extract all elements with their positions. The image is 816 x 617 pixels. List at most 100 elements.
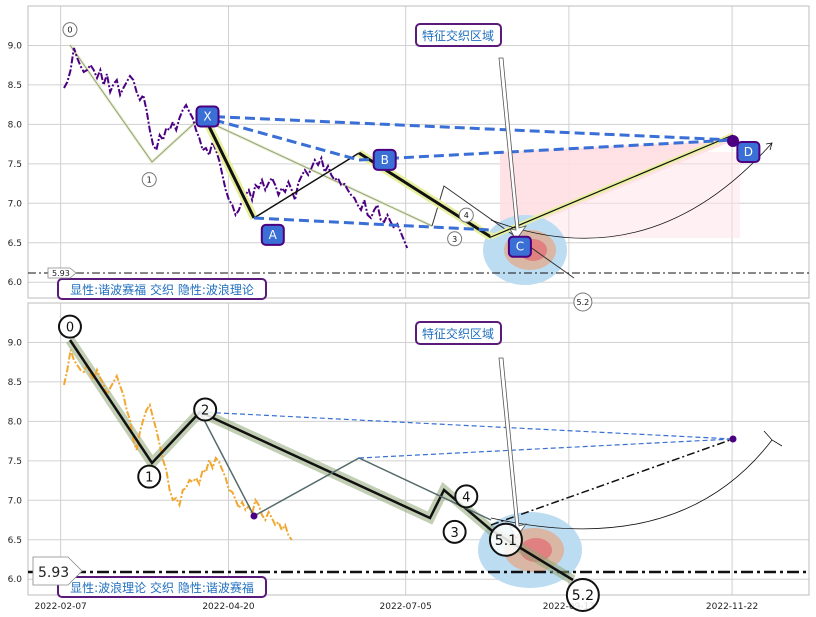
zone-label-box-bottom [415, 321, 502, 345]
y-tick-label: 8.0 [8, 120, 23, 130]
wave-points-top: 0 1 3 4 5.2 [62, 22, 593, 312]
y-tick-label: 7.0 [8, 199, 23, 209]
x-tick-label: 2022-02-07 [34, 602, 86, 612]
y-tick-label: 7.0 [8, 496, 23, 506]
panel-bottom-content: 特征交织区域 显性:波浪理论 交织 隐性:谐波赛福 5.93 [28, 321, 809, 598]
wave-point-circle [141, 172, 157, 188]
support-marker-top [47, 267, 77, 279]
price-line-top [63, 47, 409, 249]
harmonic-point-box [736, 141, 761, 163]
hidden-harmonic-dash-2 [358, 438, 734, 459]
point-d-dot [727, 135, 739, 147]
wave-point-circle [442, 519, 467, 544]
harmonic-dash-xd [199, 114, 734, 142]
wave-point-label: 1 [147, 176, 152, 185]
harmonic-point-label: D [744, 145, 753, 159]
wave-point-label: 5.2 [572, 588, 594, 604]
panel-bottom-background [28, 303, 809, 595]
wave-point-label: 4 [462, 490, 470, 505]
harmonic-point-box [507, 235, 532, 258]
harmonic-points-top: X A B C D [195, 105, 761, 258]
zone-label-top: 特征交织区域 [422, 28, 494, 43]
wave-point-label: 2 [201, 404, 209, 419]
wave-point-label: 3 [450, 526, 458, 541]
wave-point-circle [573, 292, 593, 312]
support-marker-bottom [32, 556, 83, 586]
target-zone-shade-2 [500, 152, 740, 238]
wave-point-circle [62, 22, 78, 38]
y-tick-label: 7.5 [8, 457, 22, 467]
zone-pointer-arrow-top [498, 57, 527, 241]
wave-point-top: 3 [447, 231, 463, 247]
harmonic-dash-ac [253, 216, 492, 232]
y-tick-label: 8.5 [8, 81, 22, 91]
wave-point-top: 5.2 [573, 292, 593, 312]
harmonic-point-box [195, 105, 220, 128]
wave-point-bottom: 3 [442, 519, 467, 544]
wave-point-top: 4 [458, 207, 474, 223]
wave-band-top [68, 44, 433, 228]
y-tick-label: 6.5 [8, 239, 22, 249]
zone-label-bottom: 特征交织区域 [422, 326, 494, 341]
harmonic-point-label: A [269, 228, 278, 242]
projection-arrowhead-top [765, 142, 773, 151]
y-tick-label: 9.0 [8, 41, 23, 51]
wave-point-label: 0 [66, 321, 74, 336]
x-tick-label: 2022-11-22 [706, 602, 758, 612]
wave-line-bottom [68, 339, 574, 582]
harmonic-point-d: D [736, 141, 761, 163]
wave-point-bottom: 5.2 [565, 578, 600, 612]
harmonic-point-a: A [260, 223, 285, 246]
panel-bottom-frame [27, 302, 810, 596]
y-tick-label: 6.5 [8, 536, 22, 546]
harmonic-dash-bd [358, 138, 734, 162]
projection-dashdot-bottom [490, 438, 734, 526]
y-tick-label: 6.0 [8, 575, 23, 585]
panel-top-frame [27, 5, 810, 299]
wave-point-circle [454, 484, 479, 509]
x-tick-label: 2022-07-05 [380, 602, 432, 612]
projection-arrowhead-bottom [763, 430, 783, 447]
price-line-bottom [63, 349, 293, 541]
wave-point-circle [458, 207, 474, 223]
harmonic-point-label: C [516, 240, 524, 254]
wave-point-bottom: 1 [137, 464, 162, 489]
harmonic-point-box [260, 223, 285, 246]
harmonic-dash-xb [199, 114, 360, 162]
legend-box-bottom [57, 576, 267, 598]
harmonic-point-label: B [381, 153, 389, 167]
wave-point-circle [193, 397, 218, 422]
hidden-point-a-dot [250, 512, 258, 520]
wave-point-bottom: 2 [193, 397, 218, 422]
wave-point-label: 4 [464, 211, 469, 220]
support-label-bottom: 5.93 [38, 565, 69, 581]
wave-point-circle [57, 314, 82, 339]
wave-point-top: 1 [141, 172, 157, 188]
wave-point-circle [447, 231, 463, 247]
panel-bottom-y-ticks: 6.0 6.5 7.0 7.5 8.0 8.5 9.0 [8, 338, 23, 585]
y-tick-label: 6.0 [8, 278, 23, 288]
wave-point-bottom: 5.1 [488, 522, 523, 557]
wave-point-label: 0 [67, 26, 72, 35]
x-tick-label: 2022-04-20 [202, 602, 255, 612]
hidden-harmonic-line [199, 411, 492, 521]
harmonic-point-b: B [372, 148, 397, 171]
hidden-harmonic-dash-1 [199, 411, 734, 440]
wave-point-label: 1 [145, 471, 153, 486]
wave-point-label: 5.1 [495, 533, 517, 549]
wave-point-label: 3 [452, 235, 457, 244]
wave-point-circle [137, 464, 162, 489]
y-tick-label: 8.5 [8, 378, 22, 388]
wave-point-top: 0 [62, 22, 78, 38]
legend-text-top: 显性:谐波赛福 交织 隐性:波浪理论 [70, 282, 254, 297]
harmonic-point-x: X [195, 105, 220, 128]
harmonic-point-label: X [203, 109, 211, 123]
wave-point-circle [488, 522, 523, 557]
panel-top-y-ticks: 6.0 6.5 7.0 7.5 8.0 8.5 9.0 [8, 41, 23, 288]
harmonic-point-box [372, 148, 397, 171]
panel-bottom: 6.0 6.5 7.0 7.5 8.0 8.5 9.0 2022-02-07 2022-04-… [8, 302, 810, 612]
harmonic-leg-cd [490, 134, 734, 238]
zone-label-box-top [415, 23, 502, 47]
wave-point-bottom: 0 [57, 314, 82, 339]
